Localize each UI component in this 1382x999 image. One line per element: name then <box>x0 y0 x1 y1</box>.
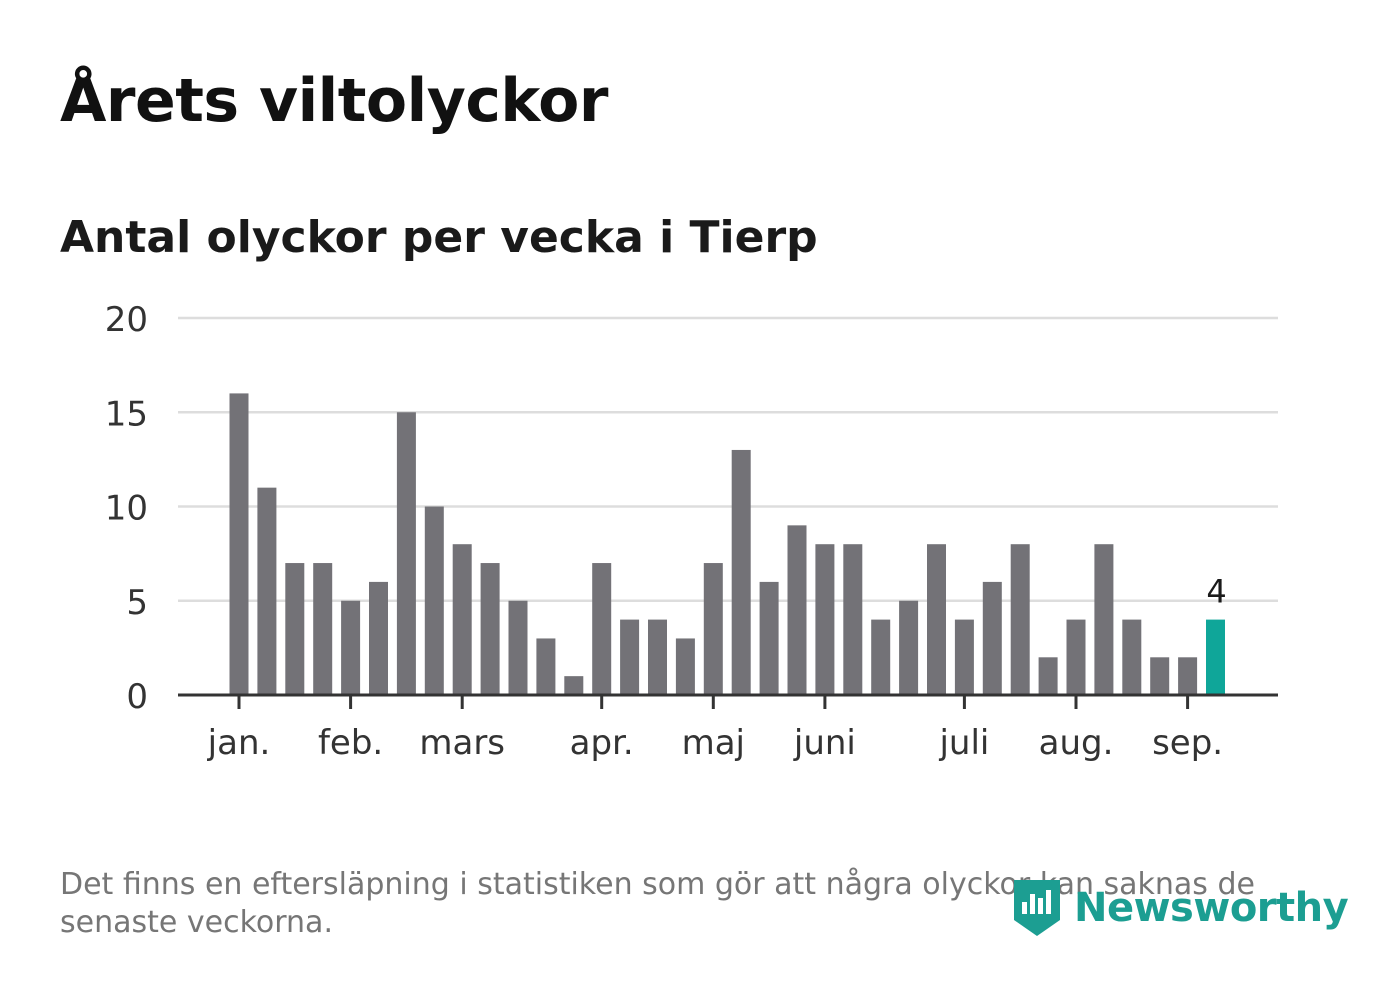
bar <box>871 619 891 695</box>
brand-logo: Newsworthy <box>1010 876 1349 940</box>
x-tick-label: maj <box>682 723 745 763</box>
x-tick-label: aug. <box>1039 723 1114 763</box>
bar <box>536 638 556 695</box>
bar <box>731 449 751 695</box>
x-tick-label: apr. <box>570 723 634 763</box>
bar <box>843 544 863 695</box>
bar <box>369 581 388 695</box>
bar <box>564 676 584 695</box>
bar <box>815 544 835 695</box>
bar <box>675 638 695 695</box>
bar <box>899 600 919 695</box>
y-tick-label: 5 <box>126 583 148 623</box>
bar <box>341 600 361 695</box>
bar <box>1178 657 1198 695</box>
y-tick-label: 20 <box>105 300 148 340</box>
bar <box>787 525 807 695</box>
bar <box>1038 657 1058 695</box>
bar <box>982 581 1002 695</box>
bars <box>229 393 1225 695</box>
x-tick-label: jan. <box>207 723 271 763</box>
bar <box>313 563 333 695</box>
bar <box>1094 544 1114 695</box>
x-tick-label: juli <box>938 723 989 763</box>
brand-name: Newsworthy <box>1074 885 1349 931</box>
bar <box>1010 544 1030 695</box>
x-axis-ticks: jan. feb. mars apr. maj juni juli aug. sep. <box>207 695 1223 763</box>
bar <box>620 619 640 695</box>
x-tick-label: mars <box>419 723 505 763</box>
bar <box>927 544 946 695</box>
bar <box>592 563 612 695</box>
data-label: 4 <box>1206 573 1226 611</box>
chart-subtitle: Antal olyckor per vecka i Tierp <box>60 212 818 263</box>
bar <box>703 563 723 695</box>
y-tick-label: 0 <box>126 677 148 717</box>
chart-title: Årets viltolyckor <box>60 66 609 136</box>
bar <box>508 600 528 695</box>
bar <box>1206 619 1225 695</box>
bar <box>1122 619 1142 695</box>
y-tick-label: 15 <box>105 394 148 434</box>
bar-chart: 0 5 10 15 20 jan. feb. mars apr. maj juni juli aug.… <box>105 300 1278 763</box>
bar <box>452 544 472 695</box>
y-axis-ticks: 0 5 10 15 20 <box>105 300 148 717</box>
bar <box>229 393 249 695</box>
bar <box>954 619 974 695</box>
bar <box>1150 657 1170 695</box>
bar <box>1066 619 1086 695</box>
newsworthy-logo-icon <box>1014 880 1060 936</box>
x-tick-label: feb. <box>318 723 383 763</box>
bar <box>257 487 277 695</box>
y-tick-label: 10 <box>105 489 148 529</box>
bar <box>424 506 444 695</box>
bar <box>396 412 416 695</box>
data-labels: 4 <box>1206 573 1226 611</box>
bar <box>285 563 305 695</box>
x-tick-label: sep. <box>1152 723 1223 763</box>
bar <box>480 563 500 695</box>
x-tick-label: juni <box>793 723 856 763</box>
bar <box>759 581 779 695</box>
bar <box>648 619 667 695</box>
